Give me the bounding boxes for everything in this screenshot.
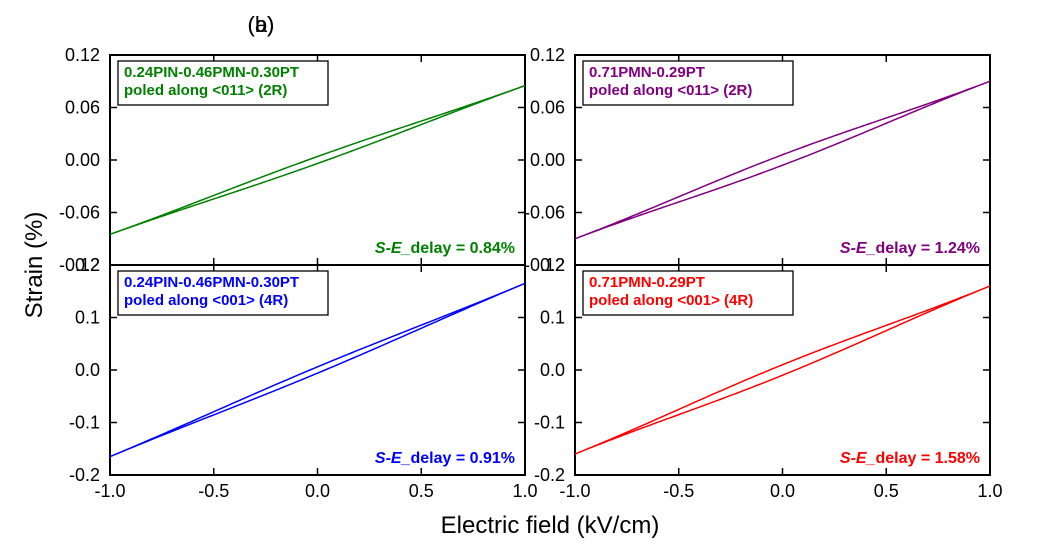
xtick-label: 1.0 <box>977 481 1002 501</box>
ytick-label: -0.1 <box>534 413 565 433</box>
composition-label-line: poled along <011> (2R) <box>124 82 287 99</box>
composition-label-line: 0.24PIN-0.46PMN-0.30PT <box>124 274 299 291</box>
ytick-label: 0.0 <box>540 360 565 380</box>
strain-electric-field-figure: -0.12-0.060.000.060.120.24PIN-0.46PMN-0.… <box>0 0 1050 559</box>
ytick-label: 0.2 <box>540 255 565 275</box>
ytick-label: -0.2 <box>69 465 100 485</box>
ytick-label: 0.12 <box>530 45 565 65</box>
ytick-label: 0.2 <box>75 255 100 275</box>
ytick-label: 0.1 <box>75 308 100 328</box>
ytick-label: 0.12 <box>65 45 100 65</box>
composition-label-line: poled along <011> (2R) <box>589 82 752 99</box>
composition-label-line: 0.24PIN-0.46PMN-0.30PT <box>124 64 299 81</box>
ytick-label: -0.06 <box>59 203 100 223</box>
xtick-label: -0.5 <box>663 481 694 501</box>
xtick-label: 0.5 <box>874 481 899 501</box>
composition-label-line: poled along <001> (4R) <box>124 292 288 309</box>
ytick-label: -0.2 <box>534 465 565 485</box>
ytick-label: 0.00 <box>65 150 100 170</box>
xtick-label: -0.5 <box>198 481 229 501</box>
ytick-label: -0.06 <box>524 203 565 223</box>
ytick-label: 0.06 <box>530 98 565 118</box>
composition-label-line: 0.71PMN-0.29PT <box>589 274 705 291</box>
delay-annotation: S-E_delay = 0.84% <box>375 240 515 257</box>
y-axis-title: Strain (%) <box>21 212 48 319</box>
x-axis-title: Electric field (kV/cm) <box>441 512 660 539</box>
xtick-label: 0.0 <box>770 481 795 501</box>
ytick-label: 0.1 <box>540 308 565 328</box>
delay-annotation: S-E_delay = 0.91% <box>375 450 515 467</box>
xtick-label: 0.0 <box>305 481 330 501</box>
composition-label-line: poled along <001> (4R) <box>589 292 753 309</box>
ytick-label: 0.0 <box>75 360 100 380</box>
delay-annotation: S-E_delay = 1.24% <box>840 240 980 257</box>
xtick-label: 0.5 <box>409 481 434 501</box>
ytick-label: 0.06 <box>65 98 100 118</box>
column-label: (b) <box>248 12 275 37</box>
ytick-label: -0.1 <box>69 413 100 433</box>
delay-annotation: S-E_delay = 1.58% <box>840 450 980 467</box>
ytick-label: 0.00 <box>530 150 565 170</box>
composition-label-line: 0.71PMN-0.29PT <box>589 64 705 81</box>
